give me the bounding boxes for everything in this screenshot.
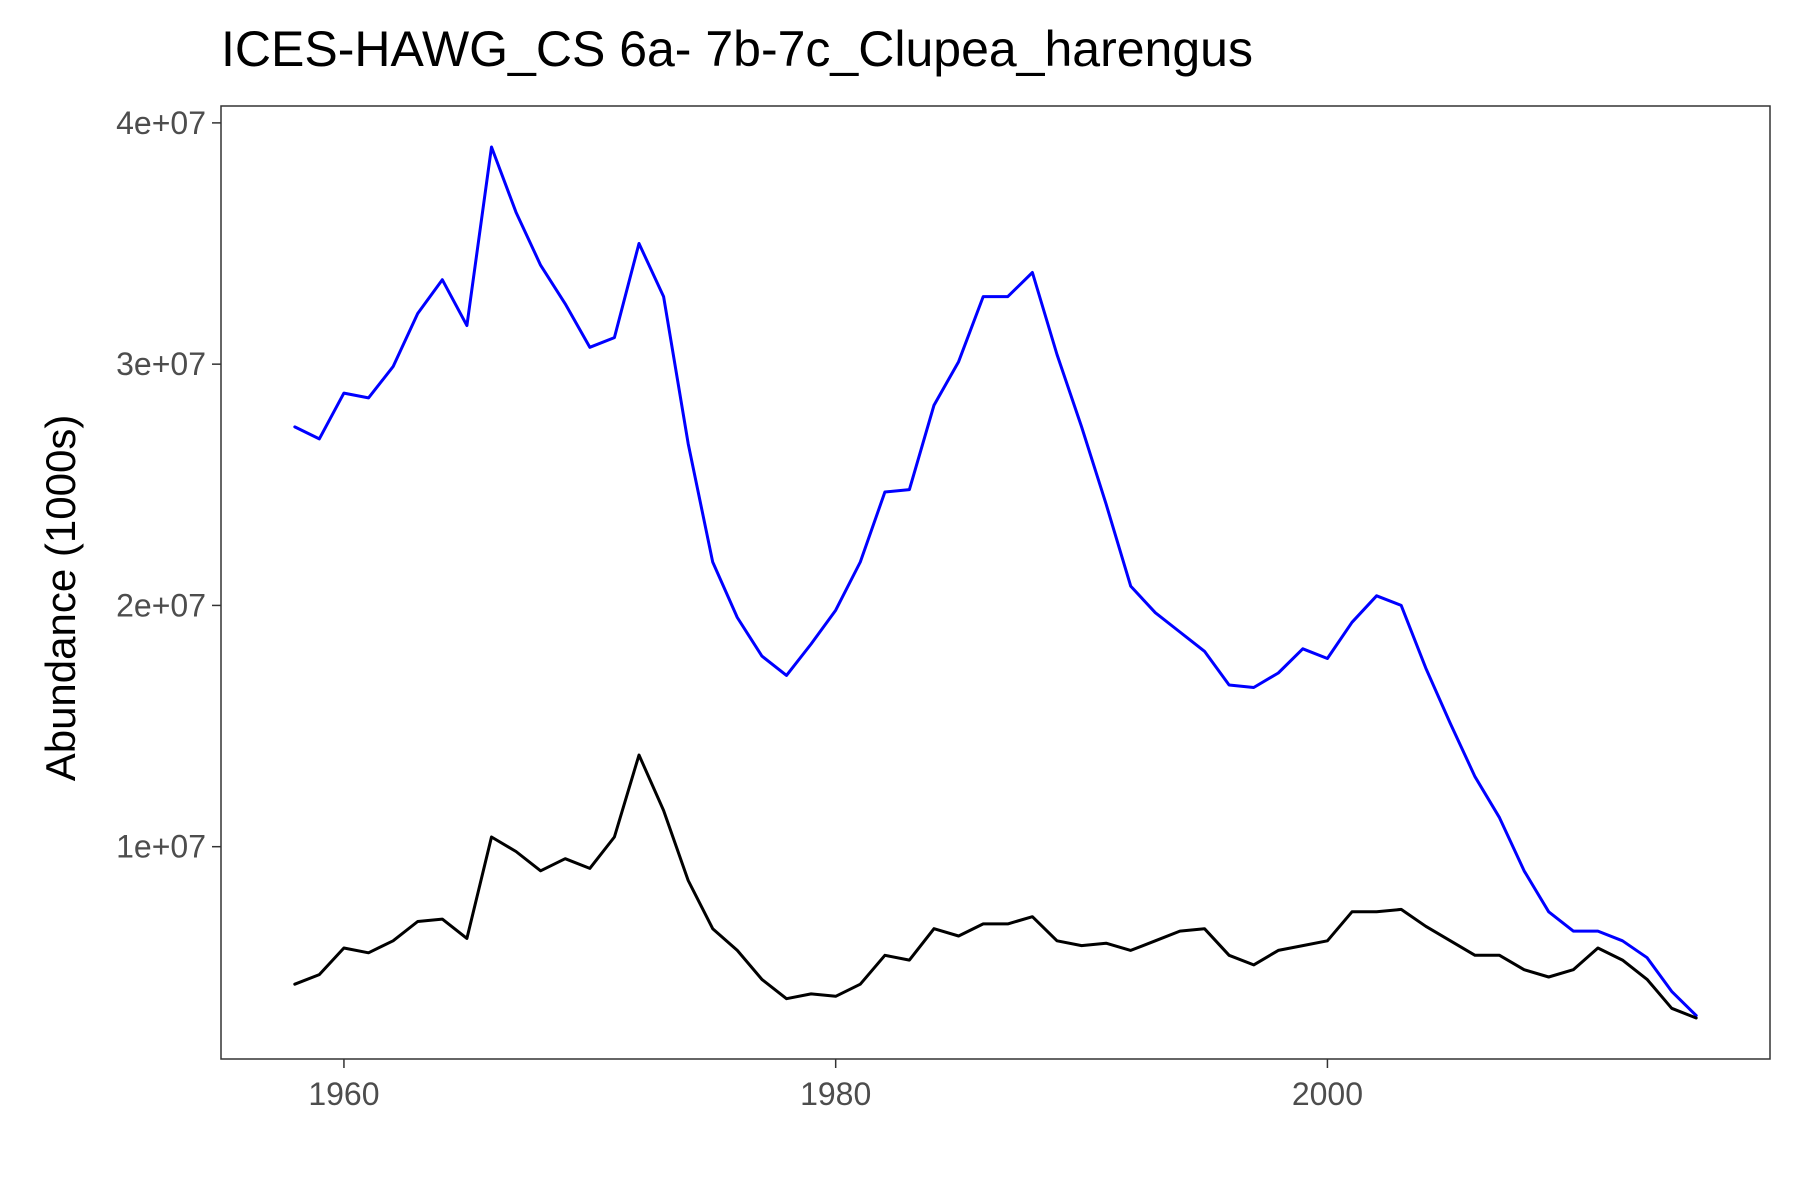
x-tick-label: 2000 [1292, 1076, 1363, 1112]
y-tick-label: 3e+07 [116, 346, 206, 382]
x-axis: 1960 1980 2000 [308, 1059, 1363, 1112]
series-line-1 [293, 145, 1698, 1018]
series-layer [293, 145, 1698, 1020]
y-tick-label: 4e+07 [116, 105, 206, 141]
plot-panel [220, 105, 1771, 1060]
y-tick-label: 1e+07 [116, 829, 206, 865]
x-tick-label: 1980 [800, 1076, 871, 1112]
x-tick-label: 1960 [308, 1076, 379, 1112]
chart-title: ICES-HAWG_CS 6a- 7b-7c_Clupea_harengus [221, 21, 1253, 77]
y-axis: 1e+07 2e+07 3e+07 4e+07 [116, 105, 221, 865]
y-tick-label: 2e+07 [116, 587, 206, 623]
y-axis-title: Abundance (1000s) [37, 415, 84, 782]
series-line-2 [293, 753, 1698, 1020]
